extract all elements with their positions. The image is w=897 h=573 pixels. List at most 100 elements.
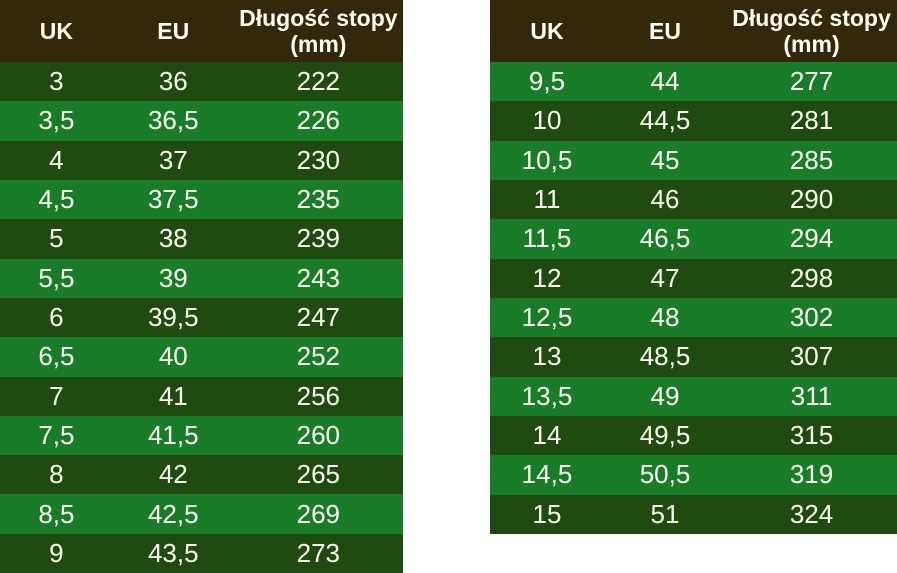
table-cell: 45 [650,144,680,175]
table-cell: 5,5 [38,262,75,293]
table-cell: 311 [790,380,833,411]
table-cell: 8 [49,459,64,490]
table-cell: 252 [296,341,341,372]
table-cell: 298 [789,262,834,293]
table-row: 3 36 222 [0,62,403,102]
table-row: 11,5 46,5 294 [490,219,897,259]
table-cell: 44 [650,66,680,97]
table-cell: 239 [296,223,341,254]
size-table-uk-eu-left: UK EU Długość stopy (mm) 3 36 222 3,5 36,5 226 4… [0,0,403,573]
table-cell: 13 [532,341,562,372]
table-row: 6,5 40 252 [0,337,403,377]
table-cell: 47 [650,262,680,293]
table-cell: 14,5 [521,459,573,490]
table-cell: 7 [49,380,64,411]
column-header: UK [530,17,564,44]
table-cell: 7,5 [38,419,75,450]
table-cell: 44,5 [639,105,691,136]
table-cell: 11 [533,184,561,215]
table-cell: 42 [158,459,188,490]
table-cell: 315 [789,420,834,451]
table-cell: 48 [650,302,680,333]
table-cell: 39 [158,262,188,293]
table-cell: 285 [789,144,834,175]
table-row: 8,5 42,5 269 [0,494,403,534]
table-cell: 4,5 [38,184,75,215]
table-cell: 37 [158,144,188,175]
table-cell: 230 [296,144,341,175]
table-cell: 8,5 [38,498,75,529]
table-cell: 10 [532,105,562,136]
table-row: 14,5 50,5 319 [490,455,897,495]
table-cell: 6 [49,302,64,333]
table-cell: 6,5 [38,341,75,372]
table-row: 4,5 37,5 235 [0,179,403,220]
table-cell: 294 [789,223,834,254]
table-cell: 10,5 [521,144,573,175]
table-row: 11 46 290 [490,179,897,220]
table-cell: 41 [158,380,188,411]
column-header: EU [649,17,681,44]
table-cell: 12,5 [521,302,573,333]
table-row: 13 48,5 307 [490,337,897,377]
table-cell: 11,5 [522,223,572,254]
table-row: 5,5 39 243 [0,258,403,298]
table-row: 6 39,5 247 [0,297,403,338]
table-cell: 243 [296,262,341,293]
table-cell: 226 [296,105,341,136]
table-cell: 46 [650,184,680,215]
table-cell: 48,5 [639,341,691,372]
table-cell: 51 [650,498,680,529]
table-cell: 15 [532,498,562,529]
column-header: Długość stopy (mm) [732,4,891,57]
table-cell: 49,5 [639,420,691,451]
table-header-row: UK EU Długość stopy (mm) [490,0,897,62]
table-row: 13,5 49 311 [490,376,897,416]
table-header-row: UK EU Długość stopy (mm) [0,0,403,62]
column-header: Długość stopy (mm) [239,4,398,57]
table-cell: 49 [650,380,680,411]
size-table-uk-eu-right: UK EU Długość stopy (mm) 9,5 44 277 10 44,5 281… [490,0,897,534]
table-cell: 36 [158,66,188,97]
table-cell: 4 [49,144,64,175]
table-row: 7 41 256 [0,376,403,416]
table-row: 7,5 41,5 260 [0,415,403,456]
table-cell: 14 [532,420,562,451]
table-cell: 12 [532,262,562,293]
table-cell: 256 [296,380,341,411]
column-header: EU [157,17,190,44]
table-cell: 46,5 [639,223,691,254]
table-cell: 247 [296,302,341,333]
table-cell: 40 [158,341,188,372]
table-cell: 13,5 [521,380,573,411]
table-cell: 36,5 [147,105,199,136]
column-header: UK [39,17,74,44]
table-cell: 38 [158,223,188,254]
table-cell: 277 [789,66,834,97]
table-cell: 269 [296,498,341,529]
table-cell: 265 [296,459,341,490]
table-cell: 290 [789,184,834,215]
table-row: 12 47 298 [490,258,897,298]
table-row: 15 51 324 [490,494,897,534]
table-cell: 41,5 [147,419,199,450]
table-cell: 273 [296,537,341,568]
table-cell: 222 [296,66,341,97]
table-cell: 324 [789,498,834,529]
table-cell: 260 [296,419,341,450]
table-cell: 39,5 [147,302,199,333]
table-body: 3 36 222 3,5 36,5 226 4 37 230 4,5 37,5 235 5 38 239 5,… [0,62,403,573]
table-cell: 281 [789,105,834,136]
table-row: 14 49,5 315 [490,415,897,456]
table-row: 3,5 36,5 226 [0,101,403,141]
table-cell: 37,5 [147,184,199,215]
table-row: 10 44,5 281 [490,101,897,141]
table-cell: 319 [789,459,834,490]
table-cell: 42,5 [147,498,199,529]
table-cell: 43,5 [147,537,199,568]
table-row: 10,5 45 285 [490,140,897,180]
table-cell: 5 [49,223,64,254]
table-cell: 307 [789,341,834,372]
table-cell: 50,5 [639,459,691,490]
